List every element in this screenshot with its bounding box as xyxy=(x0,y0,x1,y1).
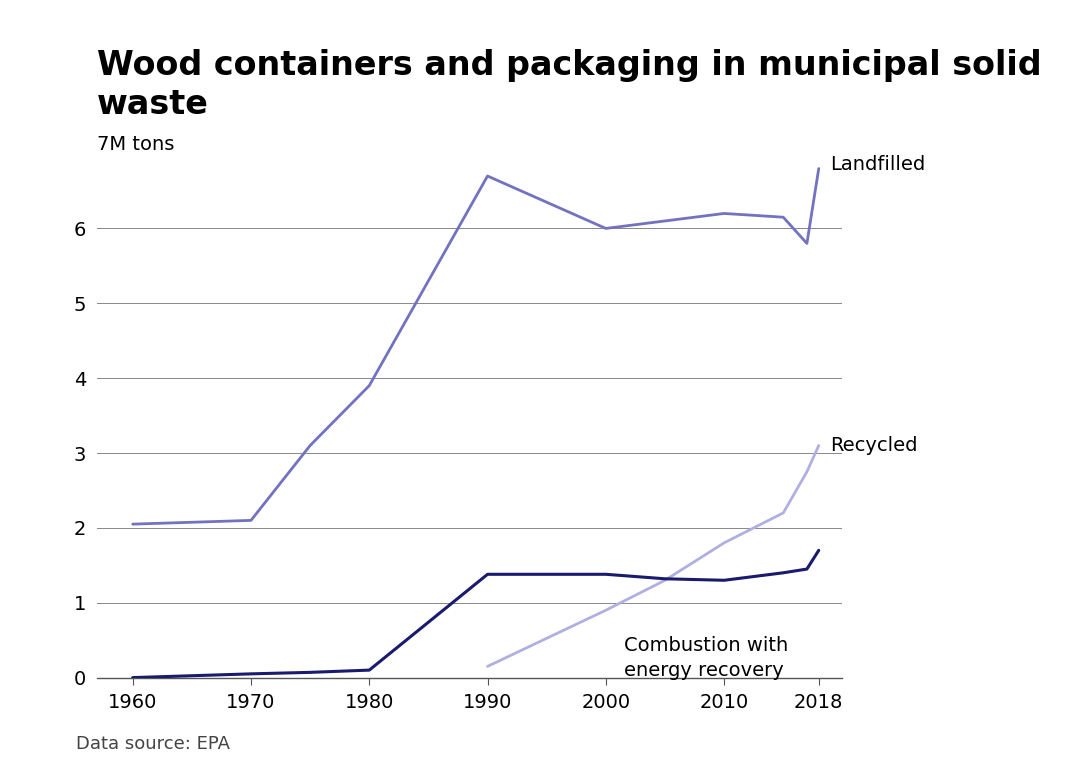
Text: Landfilled: Landfilled xyxy=(831,156,926,174)
Text: Recycled: Recycled xyxy=(831,436,918,455)
Text: Combustion with
energy recovery: Combustion with energy recovery xyxy=(623,637,787,681)
Text: 7M tons: 7M tons xyxy=(97,135,175,153)
Text: Wood containers and packaging in municipal solid
waste: Wood containers and packaging in municip… xyxy=(97,49,1042,121)
Text: Data source: EPA: Data source: EPA xyxy=(76,735,230,753)
